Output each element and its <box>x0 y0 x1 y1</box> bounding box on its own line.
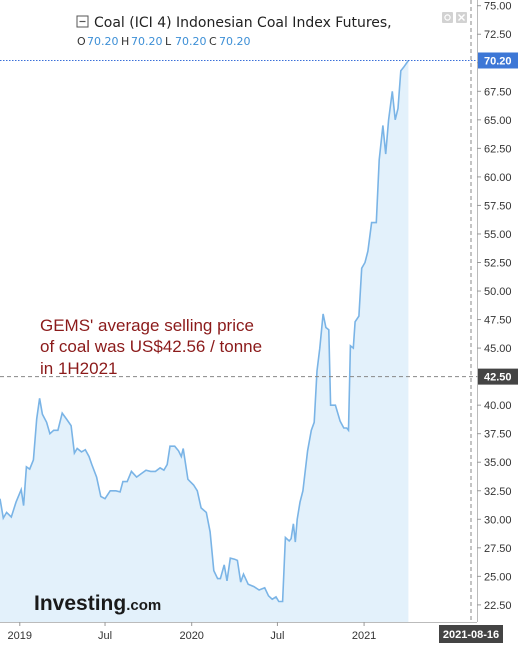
annotation-line-2: of coal was US$42.56 / tonne <box>40 337 262 356</box>
svg-text:Investing.com: Investing.com <box>34 592 161 615</box>
y-tick-label: 35.00 <box>484 457 512 469</box>
x-axis-background <box>0 622 524 646</box>
y-tick-label: 32.50 <box>484 486 512 498</box>
ohlc-key: L <box>165 35 172 48</box>
y-tick-label: 55.00 <box>484 229 512 241</box>
x-axis: 2019 Jul 2020 Jul 2021 2021-08-16 <box>0 622 524 646</box>
y-tick-label: 65.00 <box>484 115 512 127</box>
ohlc-value: 70.20 <box>87 35 119 48</box>
reference-price-tag: 42.50 <box>478 368 518 385</box>
settings-icon[interactable] <box>442 12 453 23</box>
y-tick-label: 75.00 <box>484 1 512 13</box>
ohlc-value: 70.20 <box>219 35 251 48</box>
close-icon[interactable] <box>456 12 467 23</box>
x-tick-label: Jul <box>98 630 112 642</box>
y-tick-label: 30.00 <box>484 514 512 526</box>
chart-title: Coal (ICI 4) Indonesian Coal Index Futur… <box>94 15 392 31</box>
ohlc-key: C <box>209 35 217 48</box>
ohlc-value: 70.20 <box>131 35 163 48</box>
y-tick-label: 27.50 <box>484 543 512 555</box>
ohlc-readout: O 70.20 H 70.20 L 70.20 C 70.20 <box>77 35 251 48</box>
price-series-line <box>0 60 410 603</box>
legend-background <box>70 7 426 48</box>
y-tick-label: 52.50 <box>484 257 512 269</box>
x-tick-label: 2019 <box>8 630 32 642</box>
annotation: GEMS' average selling price of coal was … <box>40 316 262 378</box>
y-tick-label: 40.00 <box>484 400 512 412</box>
y-tick-label: 62.50 <box>484 143 512 155</box>
current-price-tag: 70.20 <box>478 52 518 69</box>
y-tick-label: 47.50 <box>484 315 512 327</box>
annotation-line-1: GEMS' average selling price <box>40 316 254 335</box>
annotation-line-3: in 1H2021 <box>40 359 118 378</box>
price-area-fill <box>0 60 409 622</box>
y-tick-label: 60.00 <box>484 172 512 184</box>
reference-lines <box>0 0 477 622</box>
current-date-tag: 2021-08-16 <box>439 625 503 643</box>
y-tick-label: 72.50 <box>484 29 512 41</box>
y-tick-label: 50.00 <box>484 286 512 298</box>
y-tick-label: 57.50 <box>484 200 512 212</box>
y-tick-label: 45.00 <box>484 343 512 355</box>
x-tick-label: Jul <box>270 630 284 642</box>
reference-price-label: 42.50 <box>484 372 512 384</box>
investing-logo: Investing.com <box>34 592 161 615</box>
current-date-label: 2021-08-16 <box>443 629 499 641</box>
ohlc-key: O <box>77 35 86 48</box>
x-tick-label: 2020 <box>179 630 203 642</box>
x-tick-label: 2021 <box>352 630 376 642</box>
ohlc-key: H <box>121 35 129 48</box>
ohlc-value: 70.20 <box>175 35 207 48</box>
y-axis: 22.50 25.00 27.50 30.00 32.50 35.00 37.50 40.00… <box>477 0 518 622</box>
collapse-icon[interactable] <box>76 15 89 28</box>
y-tick-label: 25.00 <box>484 571 512 583</box>
y-tick-label: 22.50 <box>484 600 512 612</box>
legend: Coal (ICI 4) Indonesian Coal Index Futur… <box>70 7 467 48</box>
y-tick-label: 67.50 <box>484 86 512 98</box>
y-tick-label: 37.50 <box>484 429 512 441</box>
current-price-label: 70.20 <box>484 55 512 67</box>
